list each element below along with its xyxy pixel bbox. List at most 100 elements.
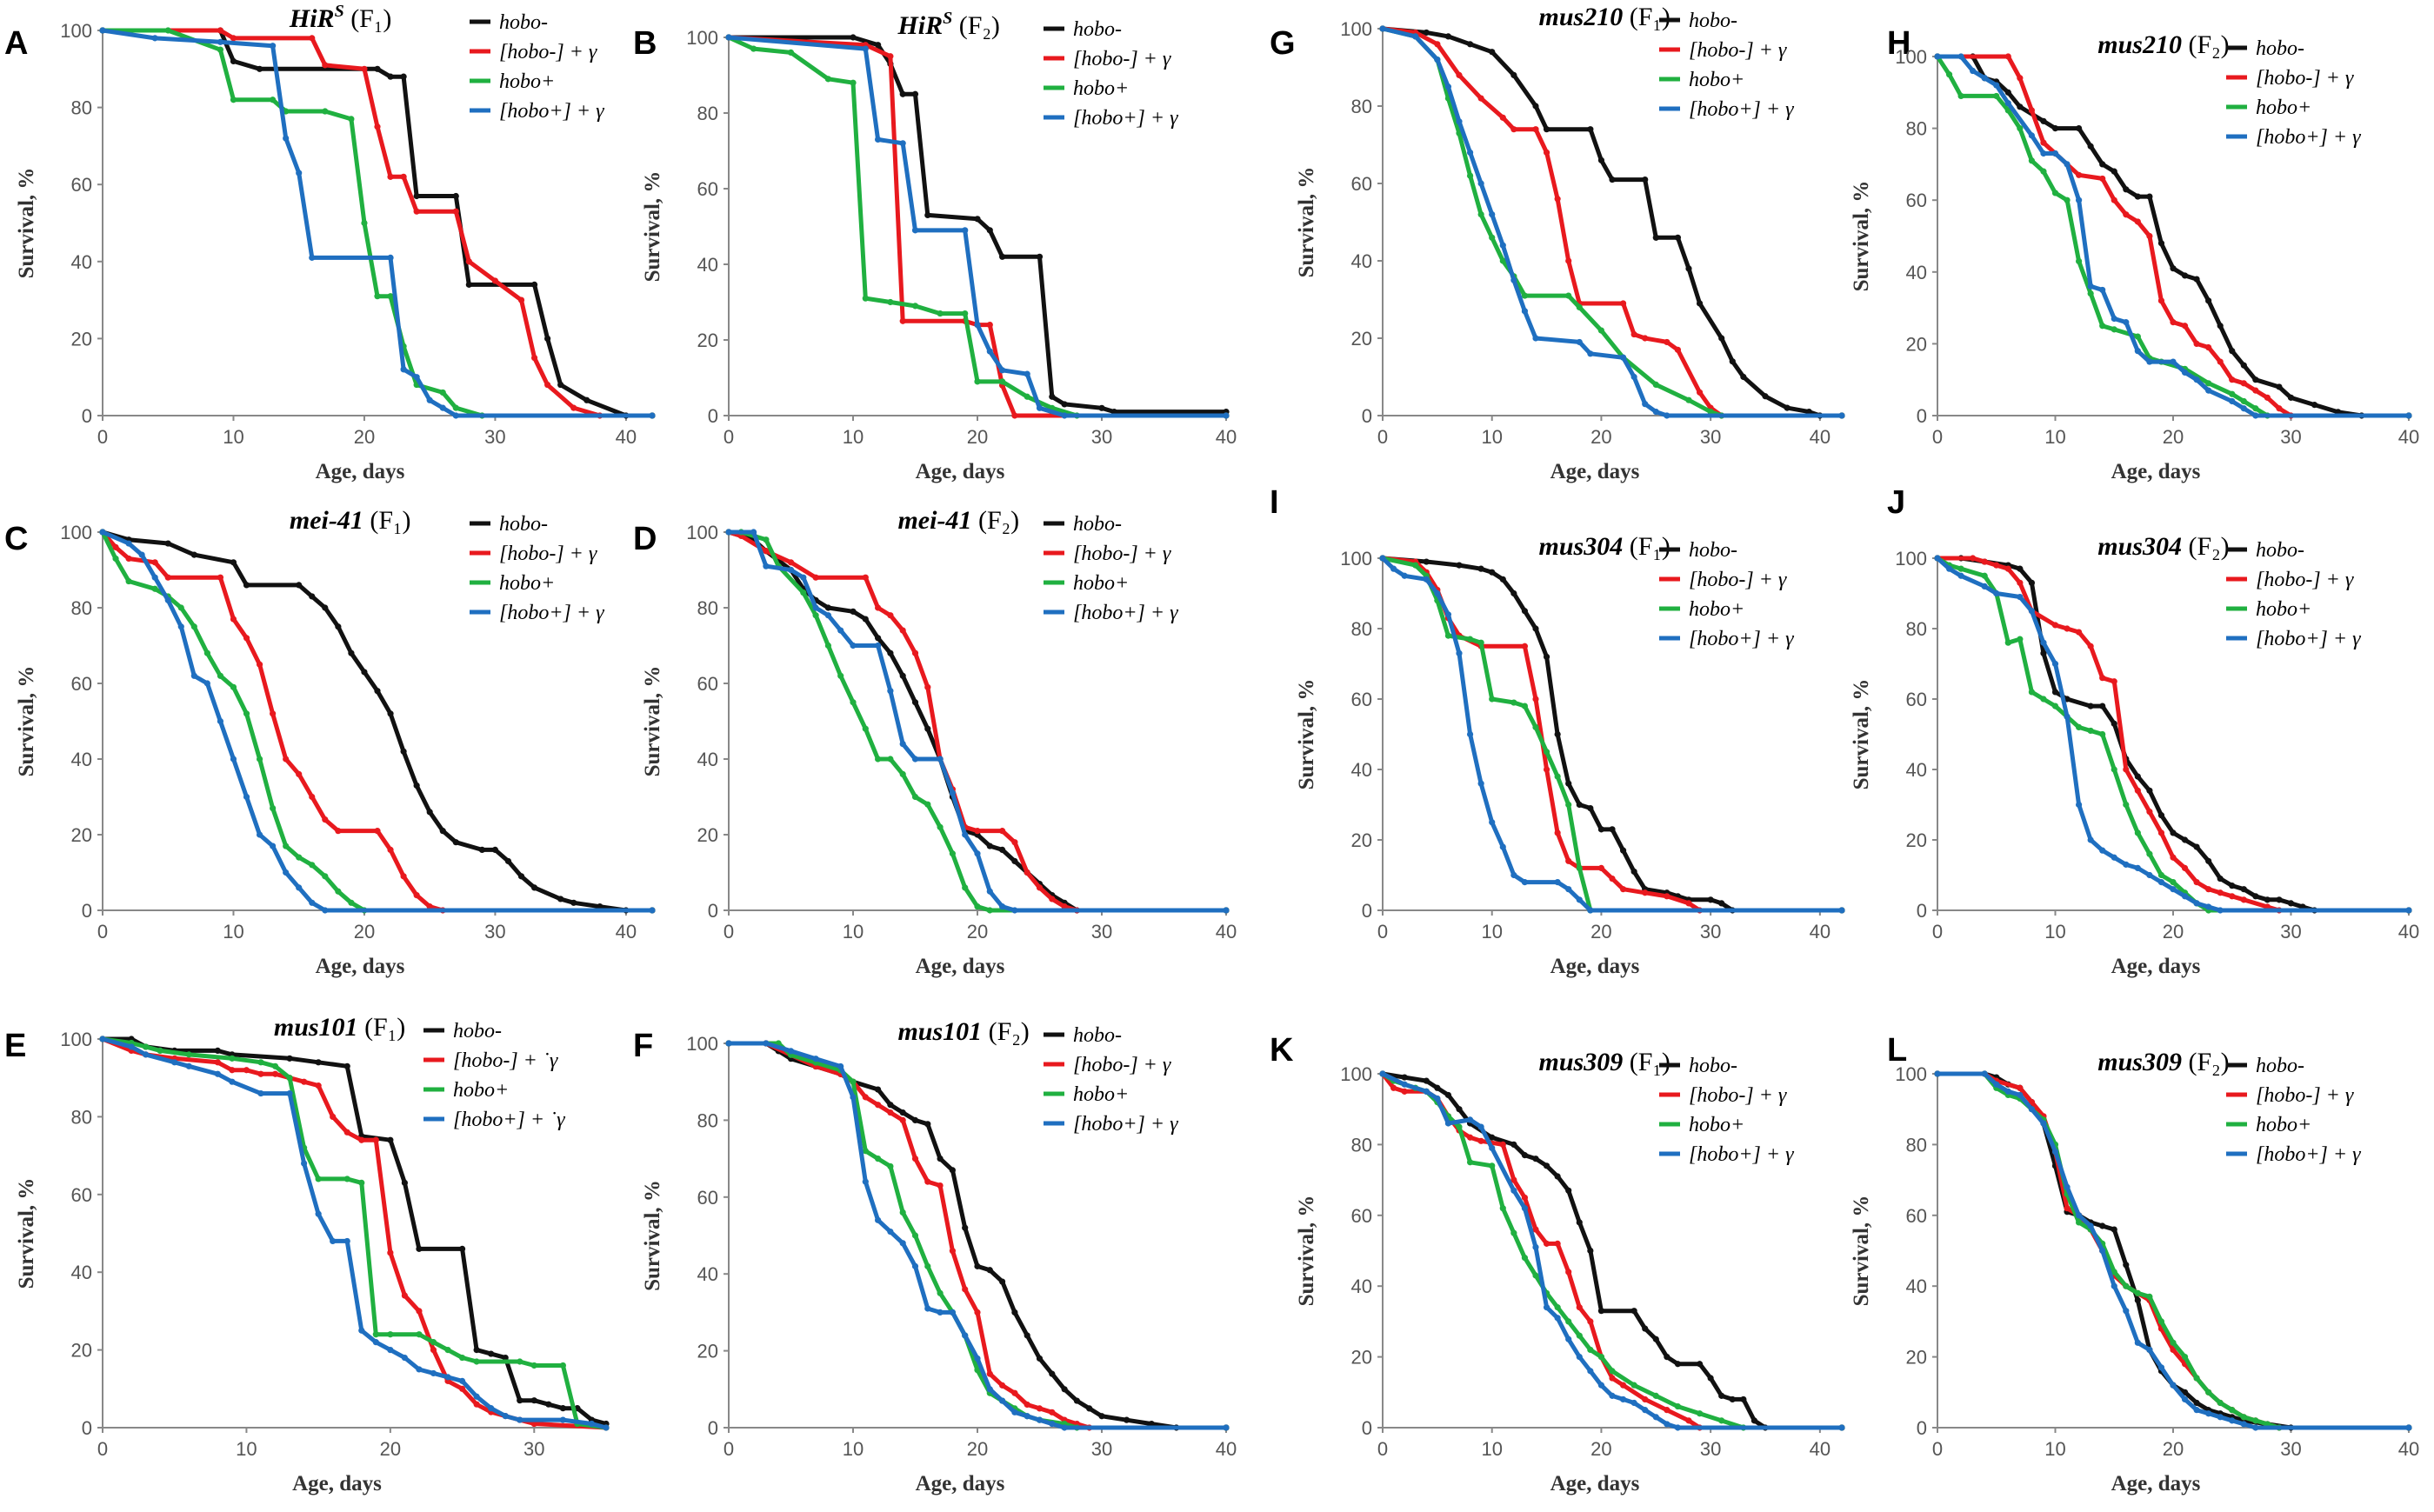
data-point: [2170, 1346, 2177, 1354]
data-point: [1521, 879, 1529, 886]
data-point: [2099, 323, 2106, 330]
data-point: [1576, 1354, 1583, 1361]
data-point: [2028, 689, 2035, 696]
data-point: [2017, 593, 2024, 601]
data-point: [125, 577, 132, 585]
data-point: [1489, 1162, 1496, 1169]
data-point: [1609, 1368, 1616, 1375]
data-point: [2123, 801, 2130, 809]
legend-label: hobo-: [453, 1020, 502, 1042]
data-point: [1444, 611, 1452, 618]
data-point: [2099, 1247, 2106, 1255]
data-point: [1674, 234, 1682, 241]
data-point: [452, 208, 459, 215]
data-point: [2252, 412, 2259, 419]
data-point: [1521, 1205, 1529, 1212]
data-point: [875, 136, 882, 143]
data-point: [2229, 1407, 2236, 1414]
data-point: [2076, 1219, 2083, 1226]
data-point: [1456, 118, 1463, 125]
data-point: [491, 277, 499, 284]
y-tick-label: 100: [1895, 1063, 1927, 1085]
data-point: [974, 1262, 981, 1269]
data-point: [1718, 335, 1725, 342]
data-point: [559, 1362, 566, 1369]
data-point: [800, 589, 807, 596]
data-point: [2064, 1183, 2071, 1190]
y-tick-label: 100: [686, 1033, 718, 1055]
data-point: [2051, 689, 2059, 696]
y-axis-label: Survival, %: [1850, 1196, 1873, 1307]
x-tick-label: 0: [97, 921, 108, 943]
data-point: [1049, 1409, 1056, 1415]
panel-letter: I: [1270, 484, 1279, 521]
data-point: [2205, 903, 2212, 910]
data-point: [372, 1136, 379, 1143]
data-point: [164, 540, 171, 547]
data-point: [1456, 1106, 1463, 1113]
data-point: [999, 367, 1006, 374]
series-line-1: [1382, 26, 1842, 418]
data-point: [2157, 1318, 2165, 1325]
data-point: [1532, 1156, 1539, 1162]
data-point: [1587, 804, 1594, 812]
data-point: [2252, 1424, 2259, 1431]
data-point: [283, 843, 290, 849]
data-point: [875, 42, 882, 49]
data-point: [177, 623, 184, 630]
data-point: [1036, 253, 1044, 260]
data-point: [725, 529, 732, 536]
data-point: [2087, 283, 2094, 290]
data-point: [1630, 373, 1637, 381]
data-point: [949, 1248, 956, 1255]
chart-title: mus101 (F₂): [897, 1017, 1029, 1046]
data-point: [899, 1109, 906, 1116]
data-point: [974, 828, 981, 835]
data-point: [544, 335, 551, 342]
data-point: [358, 1136, 365, 1143]
panel-d: D 0 20 40 60 80 100 0 10 20 30 40 Age, days Survival,…: [633, 506, 1237, 978]
y-tick-label: 20: [71, 824, 92, 846]
y-tick-label: 80: [697, 1109, 718, 1131]
data-point: [1981, 1070, 1988, 1077]
data-point: [974, 850, 981, 857]
data-point: [1456, 71, 1463, 78]
data-point: [1587, 1346, 1594, 1354]
data-point: [99, 529, 106, 536]
data-point: [559, 1405, 566, 1412]
data-point: [986, 348, 993, 355]
data-point: [1049, 896, 1056, 903]
y-axis-label: Survival, %: [641, 171, 664, 283]
data-point: [1838, 907, 1845, 914]
y-tick-label: 0: [82, 1417, 92, 1439]
data-point: [315, 1059, 322, 1066]
y-tick-label: 60: [1906, 689, 1927, 710]
y-tick-label: 80: [1906, 1134, 1927, 1156]
y-tick-label: 20: [697, 1341, 718, 1362]
data-point: [999, 846, 1006, 854]
y-tick-label: 20: [71, 328, 92, 350]
data-point: [1061, 1386, 1068, 1393]
data-point: [358, 1179, 365, 1186]
chart-title-generation: (F₂): [2188, 30, 2229, 59]
data-point: [2064, 625, 2071, 632]
data-point: [887, 756, 894, 763]
data-point: [1477, 211, 1484, 218]
data-point: [502, 1412, 509, 1420]
x-tick-label: 30: [1091, 921, 1112, 943]
data-point: [256, 831, 263, 838]
chart-title-generation: (F₂): [989, 1017, 1030, 1046]
data-point: [361, 669, 368, 676]
data-point: [2064, 1205, 2071, 1212]
data-point: [2252, 376, 2259, 383]
data-point: [1642, 889, 1649, 896]
data-point: [557, 896, 564, 903]
data-point: [2311, 402, 2318, 409]
data-point: [1510, 1141, 1517, 1148]
data-point: [875, 604, 882, 611]
data-point: [1945, 565, 1953, 572]
data-point: [229, 1055, 236, 1062]
data-point: [2064, 713, 2071, 720]
legend-label: [hobo-] + γ: [1073, 48, 1171, 70]
data-point: [2170, 879, 2177, 886]
